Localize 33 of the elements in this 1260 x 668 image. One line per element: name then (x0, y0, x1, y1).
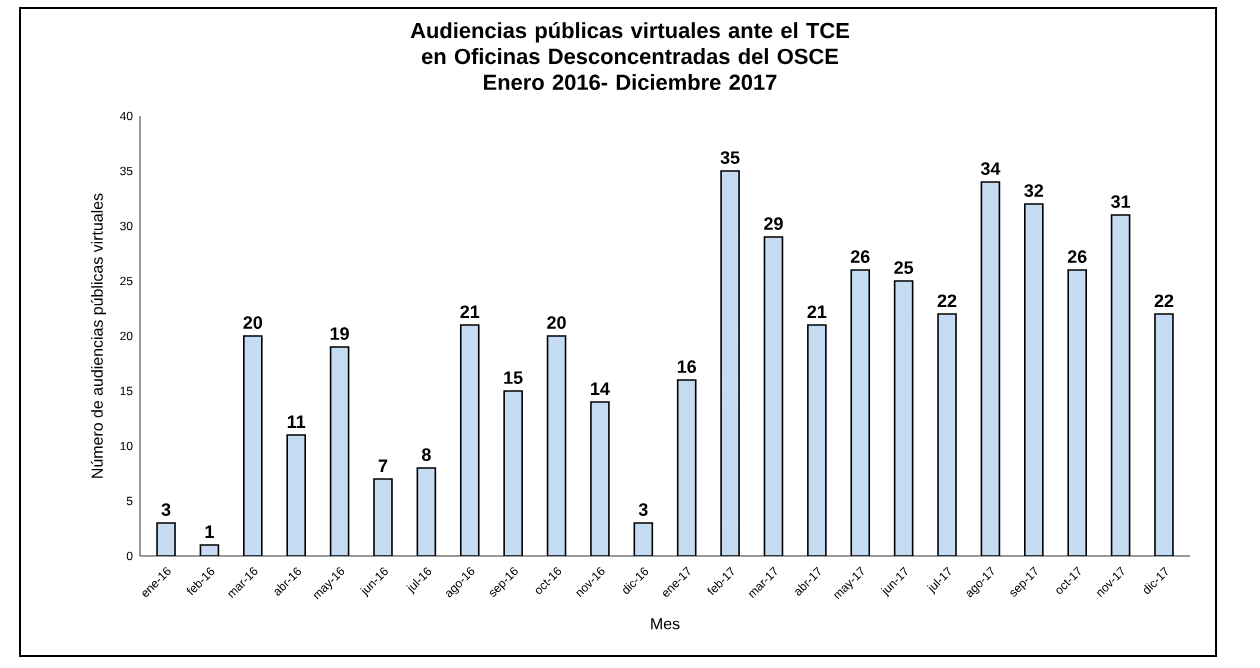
bar (893, 280, 914, 556)
data-label: 3 (638, 503, 648, 516)
data-label: 21 (460, 305, 480, 318)
data-label: 11 (287, 415, 306, 428)
data-label: 19 (330, 327, 349, 340)
data-label: 35 (720, 151, 740, 164)
bar (546, 335, 567, 556)
bar (329, 346, 350, 556)
data-label: 20 (547, 316, 566, 329)
data-label: 3 (161, 503, 171, 516)
bar (763, 236, 784, 556)
bar (1110, 214, 1131, 556)
data-label: 14 (591, 382, 610, 395)
data-label: 7 (378, 459, 388, 472)
chart-title: Audiencias públicas virtuales ante el TCE en Oficinas Desconcentradas del OSCE (410, 21, 849, 65)
data-label: 22 (937, 294, 957, 307)
data-label: 20 (243, 316, 263, 329)
chart-subtitle: Enero 2016- Diciembre 2017 (484, 73, 777, 91)
data-label: 26 (1067, 250, 1087, 263)
data-label: 25 (894, 261, 914, 274)
data-label: 16 (677, 360, 697, 373)
data-label: 34 (980, 162, 1001, 175)
data-label: 31 (1111, 195, 1131, 208)
bar (980, 181, 1001, 556)
data-label: 22 (1154, 294, 1174, 307)
data-label: 29 (764, 217, 783, 230)
data-label: 32 (1024, 184, 1044, 197)
data-label: 8 (421, 448, 431, 461)
data-label: 1 (205, 525, 214, 538)
bar (416, 467, 437, 556)
data-label: 15 (504, 371, 523, 384)
data-label: 21 (807, 305, 827, 318)
data-label: 26 (850, 250, 870, 263)
